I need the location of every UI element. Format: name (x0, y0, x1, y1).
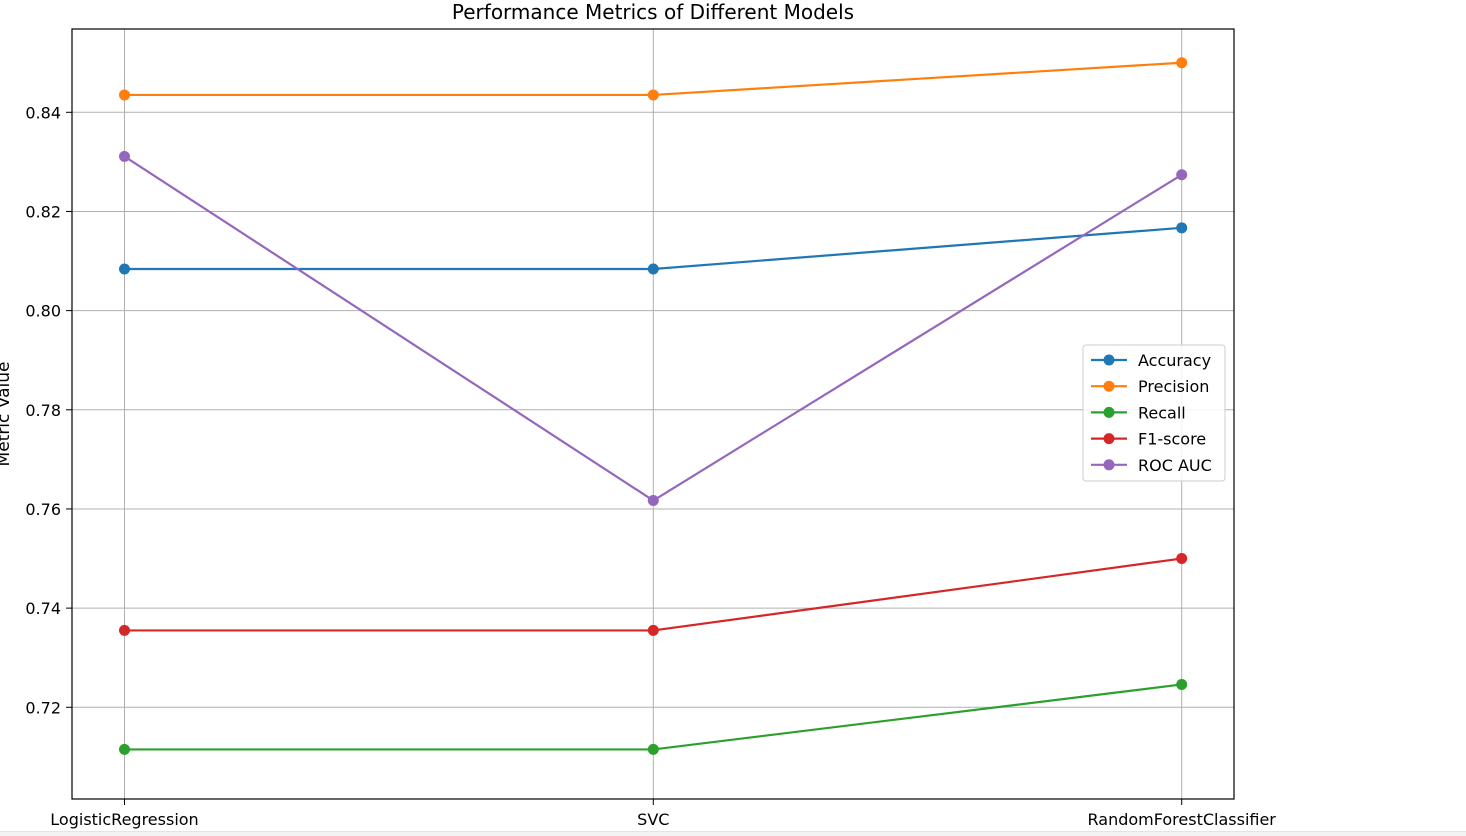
legend-item-precision: Precision (1091, 377, 1209, 396)
y-tick-label: 0.78 (25, 401, 61, 420)
y-tick-label: 0.80 (25, 302, 61, 321)
legend-swatch-marker (1103, 459, 1115, 471)
data-point (647, 495, 659, 507)
x-tick-label: SVC (637, 810, 669, 829)
data-point (119, 624, 130, 636)
series-lines (119, 57, 1188, 755)
data-point (119, 150, 130, 162)
legend-label: F1-score (1138, 430, 1206, 449)
data-point (647, 89, 659, 101)
x-tick-label: LogisticRegression (50, 810, 198, 829)
series-f1-score (119, 553, 1188, 636)
legend-label: Recall (1138, 403, 1186, 422)
legend-item-roc-auc: ROC AUC (1091, 456, 1212, 475)
axes: 0.72 0.74 0.76 0.78 0.80 0.82 0.84 LogisticRegr… (25, 28, 1277, 829)
legend-swatch-marker (1103, 433, 1115, 445)
legend-label: ROC AUC (1138, 456, 1212, 475)
data-point (647, 743, 659, 755)
y-tick-label: 0.82 (25, 202, 61, 221)
legend-swatch-marker (1103, 380, 1115, 392)
data-point (1176, 553, 1188, 565)
x-tick-label: RandomForestClassifier (1088, 810, 1277, 829)
y-tick-label: 0.72 (25, 698, 61, 717)
y-axis-label: Metric Value (0, 362, 14, 467)
bottom-strip (0, 831, 1466, 836)
grid-lines (72, 29, 1234, 799)
plot-frame (71, 28, 1235, 800)
legend-swatch-marker (1103, 406, 1115, 418)
legend-item-accuracy: Accuracy (1091, 351, 1211, 370)
data-point (119, 263, 130, 275)
data-point (119, 89, 130, 101)
legend-box (1082, 344, 1226, 482)
legend: Accuracy Precision Recall F1-score ROC AUC (1082, 344, 1226, 482)
data-point (1176, 169, 1188, 181)
series-accuracy (119, 222, 1188, 275)
legend-label: Accuracy (1138, 351, 1211, 370)
legend-swatch-marker (1103, 354, 1115, 366)
legend-item-recall: Recall (1091, 403, 1186, 422)
data-point (647, 263, 659, 275)
data-point (1176, 678, 1188, 690)
series-precision (119, 57, 1188, 101)
series-recall (119, 678, 1188, 755)
data-point (647, 624, 659, 636)
data-point (1176, 57, 1188, 69)
data-point (119, 743, 130, 755)
legend-label: Precision (1138, 377, 1209, 396)
y-tick-label: 0.84 (25, 103, 61, 122)
legend-item-f1-score: F1-score (1091, 430, 1206, 449)
y-tick-label: 0.76 (25, 500, 61, 519)
series-roc-auc (119, 150, 1188, 507)
data-point (1176, 222, 1188, 234)
chart-title: Performance Metrics of Different Models (452, 0, 854, 24)
y-tick-label: 0.74 (25, 599, 61, 618)
